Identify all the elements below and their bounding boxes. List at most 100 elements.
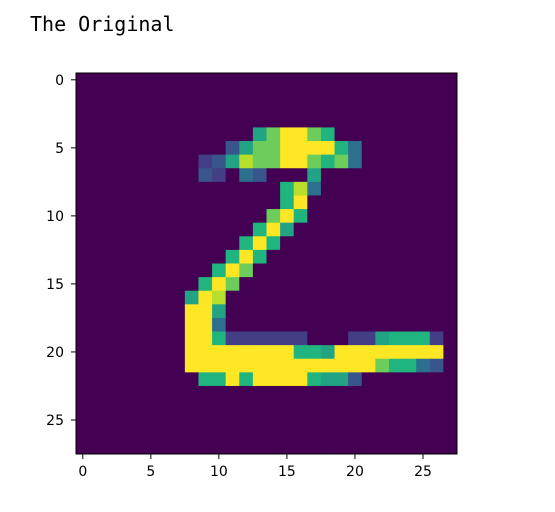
heatmap-cell <box>171 154 186 169</box>
heatmap-cell <box>76 290 91 305</box>
heatmap-cell <box>130 209 145 224</box>
heatmap-cell <box>429 100 444 115</box>
heatmap-cell <box>130 426 145 441</box>
heatmap-cell <box>157 426 172 441</box>
heatmap-cell <box>429 249 444 264</box>
heatmap-cell <box>320 73 335 88</box>
heatmap-cell <box>144 73 159 88</box>
heatmap-cell <box>184 141 199 156</box>
heatmap-cell <box>252 195 267 210</box>
heatmap-cell <box>239 304 254 319</box>
heatmap-cell <box>239 113 254 128</box>
heatmap-cell <box>103 440 118 455</box>
heatmap-cell <box>348 372 363 387</box>
heatmap-cell <box>89 331 104 346</box>
heatmap-cell <box>320 249 335 264</box>
heatmap-cell <box>103 73 118 88</box>
heatmap-cell <box>225 127 240 142</box>
heatmap-cell <box>388 304 403 319</box>
heatmap-cell <box>388 385 403 400</box>
heatmap-cell <box>144 209 159 224</box>
heatmap-cell <box>348 100 363 115</box>
heatmap-cell <box>89 249 104 264</box>
heatmap-cell <box>348 195 363 210</box>
heatmap-cell <box>402 127 417 142</box>
heatmap-cell <box>280 358 295 373</box>
heatmap-cell <box>416 317 431 332</box>
heatmap-cell <box>252 209 267 224</box>
heatmap-cell <box>89 86 104 101</box>
heatmap-cell <box>171 385 186 400</box>
heatmap-cell <box>429 399 444 414</box>
heatmap-cell <box>239 385 254 400</box>
heatmap-cell <box>130 345 145 360</box>
heatmap-cell <box>266 399 281 414</box>
heatmap-cell <box>144 304 159 319</box>
heatmap-cell <box>320 372 335 387</box>
heatmap-cell <box>375 358 390 373</box>
heatmap-cell <box>212 195 227 210</box>
heatmap-cell <box>198 304 213 319</box>
heatmap-cell <box>198 263 213 278</box>
heatmap-cell <box>388 168 403 183</box>
heatmap-cell <box>252 100 267 115</box>
heatmap-cell <box>171 100 186 115</box>
heatmap-cell <box>212 290 227 305</box>
heatmap-cell <box>171 113 186 128</box>
heatmap-cell <box>307 113 322 128</box>
heatmap-cell <box>103 209 118 224</box>
heatmap-cell <box>225 222 240 237</box>
heatmap-cell <box>144 168 159 183</box>
heatmap-cell <box>388 100 403 115</box>
heatmap-cell <box>388 86 403 101</box>
heatmap-cell <box>293 249 308 264</box>
heatmap-cell <box>198 222 213 237</box>
heatmap-cell <box>280 141 295 156</box>
heatmap-cell <box>76 385 91 400</box>
heatmap-cell <box>348 331 363 346</box>
heatmap-cell <box>184 195 199 210</box>
heatmap-cell <box>320 277 335 292</box>
heatmap-cell <box>184 127 199 142</box>
heatmap-cell <box>361 304 376 319</box>
heatmap-cell <box>144 317 159 332</box>
heatmap-cell <box>157 168 172 183</box>
heatmap-cell <box>198 290 213 305</box>
heatmap-cell <box>212 141 227 156</box>
heatmap-cell <box>429 73 444 88</box>
heatmap-cell <box>184 317 199 332</box>
heatmap-cell <box>212 86 227 101</box>
heatmap-cell <box>334 113 349 128</box>
heatmap-cell <box>293 113 308 128</box>
heatmap-cell <box>361 236 376 251</box>
heatmap-cell <box>307 372 322 387</box>
heatmap-cell <box>116 413 131 428</box>
heatmap-cell <box>402 181 417 196</box>
heatmap-cell <box>157 113 172 128</box>
heatmap-cell <box>402 399 417 414</box>
heatmap-cell <box>171 413 186 428</box>
y-tick-label: 25 <box>46 413 64 429</box>
heatmap-cell <box>334 127 349 142</box>
heatmap-cell <box>388 331 403 346</box>
heatmap-cell <box>212 181 227 196</box>
x-axis: 0 5 10 15 20 25 <box>78 454 432 480</box>
heatmap-cell <box>416 413 431 428</box>
heatmap-cell <box>252 222 267 237</box>
heatmap-cell <box>252 385 267 400</box>
heatmap-cell <box>307 154 322 169</box>
heatmap-cell <box>334 236 349 251</box>
heatmap-cell <box>429 358 444 373</box>
heatmap-cell <box>144 195 159 210</box>
heatmap-cell <box>348 304 363 319</box>
heatmap-cell <box>198 113 213 128</box>
heatmap-cell <box>402 209 417 224</box>
heatmap-cell <box>144 345 159 360</box>
heatmap-cell <box>116 440 131 455</box>
heatmap-cell <box>76 73 91 88</box>
heatmap-cell <box>171 127 186 142</box>
heatmap-cell <box>293 154 308 169</box>
heatmap-cell <box>416 127 431 142</box>
heatmap-cell <box>429 304 444 319</box>
heatmap-cell <box>320 317 335 332</box>
